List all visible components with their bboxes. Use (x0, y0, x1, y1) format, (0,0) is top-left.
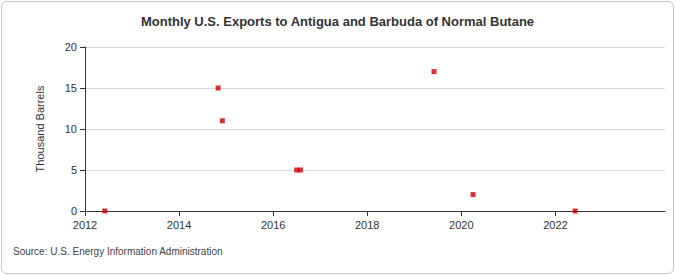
svg-text:2020: 2020 (449, 219, 473, 231)
svg-text:10: 10 (65, 123, 77, 135)
svg-text:20: 20 (65, 41, 77, 53)
svg-text:5: 5 (71, 164, 77, 176)
svg-text:Thousand Barrels: Thousand Barrels (34, 85, 46, 172)
svg-text:Monthly U.S. Exports to Antigu: Monthly U.S. Exports to Antigua and Barb… (141, 14, 534, 29)
svg-text:Source: U.S. Energy Informatio: Source: U.S. Energy Information Administ… (13, 246, 223, 257)
svg-text:2018: 2018 (355, 219, 379, 231)
svg-text:2022: 2022 (543, 219, 567, 231)
svg-text:2016: 2016 (261, 219, 285, 231)
svg-text:2012: 2012 (73, 219, 97, 231)
svg-text:15: 15 (65, 82, 77, 94)
svg-text:2014: 2014 (167, 219, 191, 231)
svg-text:0: 0 (71, 205, 77, 217)
